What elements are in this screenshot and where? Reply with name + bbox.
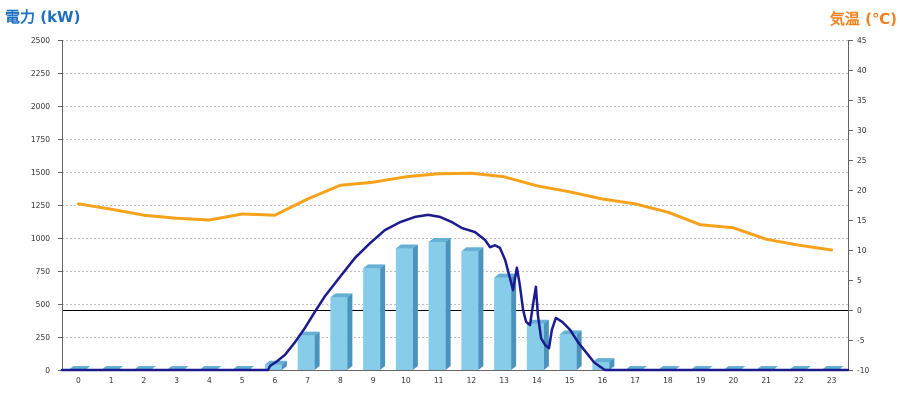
x-tick-label: 3 <box>174 376 179 385</box>
bar-front-face <box>363 268 381 370</box>
bar-front-face <box>428 241 446 370</box>
x-tick-label: 1 <box>109 376 114 385</box>
right-tick-label: 30 <box>857 126 867 135</box>
x-tick-label: 5 <box>240 376 245 385</box>
right-tick-label: 45 <box>857 36 867 45</box>
right-tick-label: 5 <box>857 276 862 285</box>
left-tick-label: 0 <box>45 366 50 375</box>
power-bar-15 <box>559 330 582 370</box>
x-tick-label: 14 <box>532 376 542 385</box>
bar-front-face <box>559 334 577 370</box>
right-tick-label: 15 <box>857 216 867 225</box>
x-tick-label: 8 <box>338 376 343 385</box>
left-tick-label: 250 <box>36 333 51 342</box>
power-bar-9 <box>363 264 386 370</box>
power-bar-13 <box>494 273 517 370</box>
x-tick-label: 22 <box>794 376 804 385</box>
bar-top-face <box>592 358 615 363</box>
x-tick-label: 7 <box>305 376 310 385</box>
power-bar-12 <box>461 247 484 370</box>
x-tick-label: 11 <box>434 376 444 385</box>
x-tick-label: 17 <box>630 376 640 385</box>
right-tick-label: -5 <box>857 336 865 345</box>
power-bar-11 <box>428 237 451 370</box>
power-bar-8 <box>330 293 353 370</box>
bar-front-face <box>297 335 315 370</box>
bar-side-face <box>380 264 386 370</box>
bar-side-face <box>445 237 451 370</box>
right-tick-label: 35 <box>857 96 867 105</box>
bar-side-face <box>347 293 353 370</box>
left-tick-label: 1000 <box>31 234 50 243</box>
right-tick-label: 0 <box>857 306 862 315</box>
x-tick-label: 4 <box>207 376 212 385</box>
power-bar-10 <box>395 244 418 370</box>
bar-top-face <box>461 247 484 252</box>
right-tick-label: 10 <box>857 246 867 255</box>
bar-front-face <box>494 277 512 370</box>
bar-side-face <box>281 360 287 370</box>
x-tick-label: 9 <box>371 376 376 385</box>
left-tick-label: 1250 <box>31 201 50 210</box>
bar-front-face <box>526 323 544 370</box>
x-tick-label: 13 <box>499 376 509 385</box>
right-tick-label: -10 <box>857 366 869 375</box>
x-tick-label: 20 <box>729 376 739 385</box>
right-tick-label: 20 <box>857 186 867 195</box>
bar-top-face <box>428 237 451 242</box>
bar-front-face <box>264 364 282 370</box>
x-tick-label: 18 <box>663 376 673 385</box>
right-tick-label: 40 <box>857 66 867 75</box>
bar-top-face <box>395 244 418 249</box>
gridlines <box>62 40 848 338</box>
series-lines <box>60 171 850 372</box>
right-axis-title: 気温 (℃) <box>830 10 897 28</box>
bar-side-face <box>576 330 582 370</box>
temperature-line <box>76 171 834 252</box>
x-tick-label: 15 <box>565 376 575 385</box>
x-tick-label: 0 <box>76 376 81 385</box>
bar-side-face <box>609 358 615 370</box>
x-tick-label: 10 <box>401 376 411 385</box>
bar-side-face <box>511 273 517 370</box>
bar-front-face <box>395 248 413 370</box>
left-tick-label: 2250 <box>31 69 50 78</box>
x-tick-label: 23 <box>827 376 837 385</box>
bar-top-face <box>363 264 386 269</box>
x-tick-label: 19 <box>696 376 706 385</box>
bar-side-face <box>478 247 484 370</box>
power-bar-7 <box>297 331 320 370</box>
x-tick-label: 12 <box>467 376 477 385</box>
bar-front-face <box>461 251 479 370</box>
power-bars <box>68 237 844 370</box>
right-tick-label: 25 <box>857 156 867 165</box>
left-tick-label: 2500 <box>31 36 50 45</box>
bar-top-face <box>297 331 320 336</box>
x-tick-label: 21 <box>761 376 771 385</box>
x-tick-label: 16 <box>598 376 608 385</box>
left-tick-label: 2000 <box>31 102 50 111</box>
power-line <box>60 213 850 372</box>
bar-side-face <box>412 244 418 370</box>
bar-side-face <box>314 331 320 370</box>
left-tick-label: 500 <box>36 300 51 309</box>
left-tick-label: 1750 <box>31 135 50 144</box>
left-axis-title: 電力 (kW) <box>5 8 80 26</box>
left-tick-label: 750 <box>36 267 51 276</box>
left-tick-label: 1500 <box>31 168 50 177</box>
tick-labels: 02505007501000125015001750200022502500-1… <box>31 36 870 385</box>
x-tick-label: 2 <box>141 376 146 385</box>
bar-top-face <box>330 293 353 298</box>
bar-front-face <box>330 297 348 370</box>
x-tick-label: 6 <box>272 376 277 385</box>
